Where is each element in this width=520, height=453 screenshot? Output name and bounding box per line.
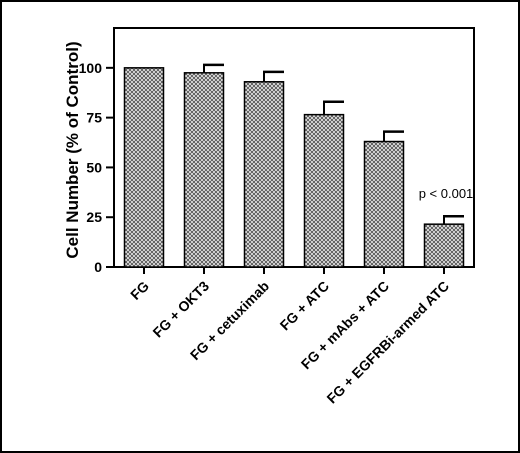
plot-border <box>113 27 475 268</box>
bar <box>363 140 405 268</box>
y-tick-label: 100 <box>79 60 103 76</box>
y-tick-label: 0 <box>94 259 102 275</box>
y-tick-label: 50 <box>86 159 102 175</box>
bar <box>123 67 165 268</box>
x-tick-label: FG <box>127 278 152 303</box>
bar <box>423 223 465 268</box>
y-axis-label: Cell Number (% of Control) <box>63 41 82 258</box>
x-tick-label: FG + ATC <box>277 278 333 334</box>
p-value-annotation: p < 0.001 <box>419 186 474 201</box>
y-tick-label: 25 <box>86 209 102 225</box>
bar <box>183 72 225 268</box>
x-tick-label: FG + OKT3 <box>149 278 212 341</box>
bar <box>303 113 345 268</box>
bar <box>243 81 285 268</box>
x-tick-label: FG + EGFRBi-armed ATC <box>323 278 452 407</box>
y-tick-label: 75 <box>86 110 102 126</box>
